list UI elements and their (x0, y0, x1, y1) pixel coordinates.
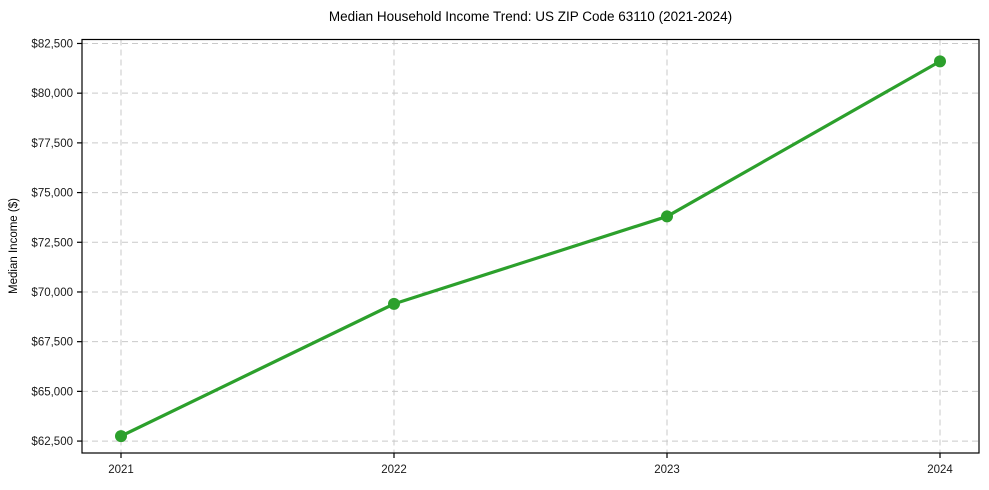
x-tick-label: 2022 (381, 464, 407, 476)
y-tick-label: $80,000 (31, 88, 73, 100)
y-tick-label: $65,000 (31, 386, 73, 398)
x-tick-label: 2021 (108, 464, 134, 476)
data-point (934, 55, 946, 68)
plot-frame (81, 38, 980, 454)
data-point (388, 297, 400, 310)
y-tick-label: $67,500 (31, 337, 73, 349)
data-line (119, 59, 942, 438)
y-axis-label: Median Income ($) (8, 198, 20, 294)
y-tick-label: $77,500 (31, 138, 73, 150)
data-point (115, 430, 127, 443)
y-tick-label: $75,000 (31, 188, 73, 200)
y-tick-label: $70,000 (31, 287, 73, 299)
y-tick-label: $82,500 (31, 38, 73, 50)
y-tick-label: $62,500 (31, 436, 73, 448)
x-tick-label: 2024 (927, 464, 953, 476)
chart-title: Median Household Income Trend: US ZIP Co… (328, 9, 733, 24)
y-tick-label: $72,500 (31, 237, 73, 249)
data-point (661, 210, 673, 223)
x-tick-label: 2023 (654, 464, 680, 476)
